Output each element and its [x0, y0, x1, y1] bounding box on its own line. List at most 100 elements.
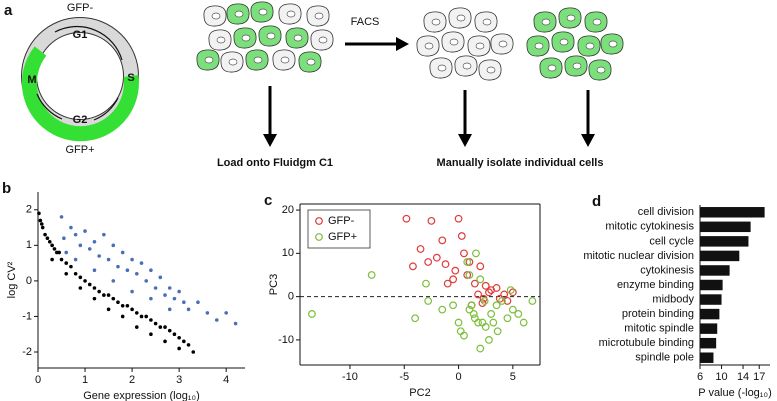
point	[87, 282, 92, 287]
step-label: Load onto Fluidgm C1	[217, 157, 333, 169]
point	[139, 314, 144, 319]
point	[463, 271, 472, 279]
point	[492, 301, 501, 310]
point	[205, 311, 210, 315]
y-tick-label: -10	[278, 334, 294, 346]
nucleus	[253, 56, 263, 64]
point	[177, 335, 181, 340]
category-label: cell division	[638, 206, 694, 218]
point	[73, 257, 78, 262]
point	[476, 262, 485, 271]
point	[64, 250, 69, 255]
point	[438, 305, 447, 314]
x-tick-label: 3	[176, 374, 182, 386]
phase-label: M	[27, 74, 36, 86]
point	[139, 261, 144, 265]
point	[153, 286, 158, 290]
legend-label: GFP-	[328, 215, 355, 227]
point	[83, 229, 87, 233]
point	[478, 299, 487, 308]
point	[177, 346, 181, 351]
point	[422, 279, 430, 288]
point	[438, 236, 447, 245]
y-axis-label: PC3	[268, 274, 280, 295]
green-arc	[21, 46, 139, 142]
point	[134, 271, 139, 276]
category-label: spindle pole	[635, 352, 694, 364]
point	[120, 250, 125, 255]
y-tick-label: 1	[26, 239, 32, 251]
point	[125, 268, 130, 273]
point	[40, 225, 45, 230]
bar	[700, 279, 723, 291]
nucleus	[211, 12, 221, 20]
point	[111, 243, 116, 248]
point	[149, 318, 153, 322]
nucleus	[204, 56, 214, 64]
panel-a: a GFP- GFP+ G1 S G2 M FACS Load onto Flu…	[4, 1, 624, 169]
nucleus	[608, 40, 618, 48]
point	[106, 307, 111, 312]
nucleus	[216, 36, 226, 44]
point	[102, 232, 106, 237]
nucleus	[566, 14, 576, 22]
x-tick-label: 1	[82, 374, 88, 386]
legend-box	[307, 209, 371, 249]
point	[451, 266, 460, 275]
point	[196, 300, 200, 305]
point	[224, 311, 228, 315]
point	[478, 318, 487, 327]
nucleus	[437, 64, 447, 72]
point	[153, 321, 158, 326]
point	[130, 289, 134, 294]
point	[158, 325, 163, 329]
point	[424, 297, 433, 305]
point	[454, 318, 463, 327]
point	[503, 314, 512, 323]
nucleus	[228, 58, 238, 66]
point	[487, 310, 496, 318]
point	[519, 318, 528, 327]
x-tick-label: -5	[399, 371, 409, 383]
nucleus	[286, 10, 296, 18]
point	[443, 279, 452, 288]
point	[449, 301, 458, 310]
y-axis-label: log CV²	[6, 261, 18, 298]
point	[69, 225, 73, 230]
point	[111, 279, 116, 283]
point	[158, 275, 163, 280]
y-tick-label: 2	[26, 204, 32, 216]
nucleus	[475, 42, 485, 50]
point	[73, 271, 78, 276]
point	[97, 289, 101, 294]
down-arrowhead	[581, 134, 595, 147]
point	[120, 314, 125, 319]
point	[182, 339, 186, 344]
point	[92, 296, 97, 301]
cycle-arrow	[54, 25, 123, 61]
x-axis-label: PC2	[409, 387, 430, 399]
point	[508, 288, 517, 297]
point	[465, 258, 474, 266]
point	[92, 268, 97, 273]
point	[64, 261, 69, 265]
x-tick-label: 0	[455, 371, 461, 383]
nucleus	[449, 38, 459, 46]
point	[92, 286, 97, 290]
point	[92, 239, 97, 244]
phase-label: G1	[73, 29, 88, 41]
cycle-bottom-label: GFP+	[65, 144, 94, 156]
bar	[700, 352, 714, 363]
nucleus	[534, 42, 544, 50]
point	[481, 281, 490, 290]
point	[134, 311, 139, 315]
point	[106, 293, 111, 297]
point	[474, 318, 482, 327]
point	[186, 307, 191, 312]
point	[503, 297, 512, 305]
point	[492, 284, 501, 292]
panel-label: a	[4, 2, 13, 19]
facs-label: FACS	[351, 16, 380, 28]
point	[485, 335, 493, 344]
point	[493, 327, 502, 336]
